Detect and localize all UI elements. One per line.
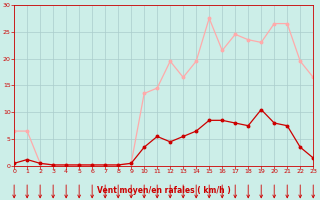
X-axis label: Vent moyen/en rafales ( km/h ): Vent moyen/en rafales ( km/h ) xyxy=(97,186,230,195)
